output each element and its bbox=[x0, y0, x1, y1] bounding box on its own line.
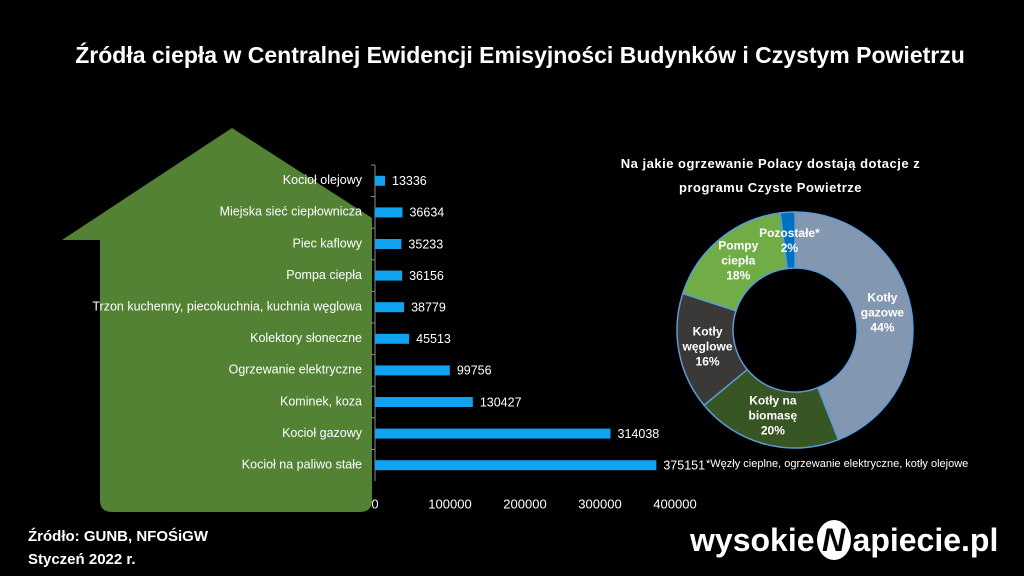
category-label: Kocioł olejowy bbox=[283, 173, 363, 187]
value-label: 38779 bbox=[411, 300, 446, 314]
bar bbox=[375, 239, 402, 249]
segment-label: Pompy ciepła 18% bbox=[702, 239, 774, 284]
date: Styczeń 2022 r. bbox=[28, 551, 136, 568]
bar bbox=[375, 428, 611, 439]
x-tick-label: 200000 bbox=[503, 496, 546, 511]
category-label: Miejska sieć ciepłownicza bbox=[220, 205, 362, 219]
segment-name: Kotły gazowe bbox=[860, 290, 905, 320]
value-label: 36634 bbox=[409, 206, 444, 220]
donut-title: Na jakie ogrzewanie Polacy dostają dotac… bbox=[620, 156, 921, 195]
source: Źródło: GUNB, NFOŚiGW bbox=[28, 528, 208, 545]
main-title: Źródła ciepła w Centralnej Ewidencji Emi… bbox=[75, 42, 965, 68]
donut-segment bbox=[779, 211, 796, 270]
bar bbox=[375, 365, 450, 376]
bar bbox=[375, 207, 403, 218]
donut-segment bbox=[794, 211, 914, 441]
logo-text: wysokie bbox=[690, 521, 815, 558]
category-label: Kominek, koza bbox=[280, 394, 362, 408]
category-label: Pompa ciepła bbox=[286, 268, 362, 282]
segment-label: Kotły węglowe 16% bbox=[672, 324, 744, 369]
house-shape bbox=[62, 128, 372, 512]
category-label: Kolektory słoneczne bbox=[250, 331, 362, 345]
x-tick-label: 0 bbox=[371, 496, 378, 511]
bar bbox=[375, 397, 473, 407]
segment-name: Kotły węglowe bbox=[682, 324, 733, 354]
value-label: 130427 bbox=[480, 395, 522, 409]
value-label: 45513 bbox=[416, 332, 451, 346]
segment-label: Kotły na biomasę 20% bbox=[737, 394, 809, 439]
bar bbox=[375, 333, 410, 344]
logo: wysokie N apiecie.pl bbox=[690, 520, 998, 560]
segment-value: 44% bbox=[870, 320, 895, 335]
segment-value: 16% bbox=[695, 354, 720, 369]
segment-name: Kotły na biomasę bbox=[748, 393, 798, 423]
segment-value: 20% bbox=[760, 423, 785, 438]
bar bbox=[375, 460, 657, 471]
segment-name: Pozostałe* bbox=[759, 226, 820, 241]
x-tick-label: 100000 bbox=[428, 496, 471, 511]
segment-name: Pompy ciepła bbox=[718, 238, 759, 268]
value-label: 13336 bbox=[392, 174, 427, 188]
value-label: 36156 bbox=[409, 269, 444, 283]
segment-value: 2% bbox=[780, 241, 799, 256]
category-label: Kocioł gazowy bbox=[282, 426, 363, 440]
bar bbox=[375, 270, 403, 281]
category-label: Trzon kuchenny, piecokuchnia, kuchnia wę… bbox=[92, 299, 362, 313]
footnote: *Węzły cieplne, ogrzewanie elektryczne, … bbox=[706, 458, 969, 470]
donut-segment bbox=[703, 368, 840, 449]
segment-value: 18% bbox=[726, 268, 751, 283]
value-label: 314038 bbox=[618, 427, 660, 441]
category-label: Kocioł na paliwo stałe bbox=[242, 457, 362, 471]
value-label: 99756 bbox=[457, 364, 492, 378]
logo-mark: N bbox=[816, 520, 851, 560]
value-label: 35233 bbox=[408, 237, 443, 251]
bar bbox=[375, 302, 405, 313]
category-label: Ogrzewanie elektryczne bbox=[229, 363, 362, 377]
x-tick-label: 400000 bbox=[653, 496, 696, 511]
segment-label: Kotły gazowe 44% bbox=[846, 291, 918, 336]
bar bbox=[375, 175, 386, 186]
segment-label: Pozostałe* 2% bbox=[753, 226, 825, 256]
logo-text: apiecie.pl bbox=[852, 521, 999, 558]
x-tick-label: 300000 bbox=[578, 496, 621, 511]
category-label: Piec kaflowy bbox=[293, 236, 363, 250]
value-label: 375151 bbox=[663, 458, 705, 472]
